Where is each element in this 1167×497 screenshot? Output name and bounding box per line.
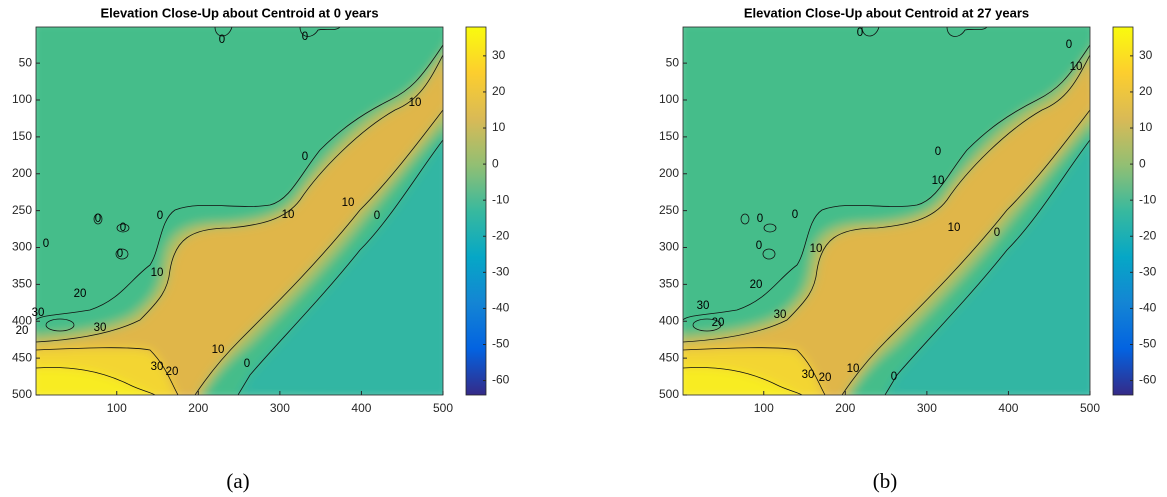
contour-label: 10 [948, 222, 961, 234]
contour-label: 0 [43, 238, 49, 250]
x-tick-label: 500 [1080, 401, 1100, 415]
contour-label: 10 [409, 97, 422, 109]
contour-label: 10 [151, 267, 164, 279]
y-tick-label: 450 [12, 350, 32, 364]
chart-title: Elevation Close-Up about Centroid at 27 … [744, 5, 1029, 20]
x-tick-label: 400 [351, 401, 371, 415]
x-tick-label: 100 [754, 401, 774, 415]
panel-b-field [677, 20, 1097, 400]
contour-label: 0 [1066, 39, 1072, 51]
colorbar-tick-label: -60 [1139, 373, 1157, 387]
contour-label: 0 [891, 371, 897, 383]
y-tick-label: 350 [12, 277, 32, 291]
contour-label: 10 [1070, 61, 1083, 73]
colorbar [466, 27, 486, 395]
contour-label: 20 [750, 279, 763, 291]
y-tick-label: 350 [659, 277, 679, 291]
colorbar-tick-label: -10 [1139, 192, 1157, 206]
colorbar-tick-label: -40 [1139, 301, 1157, 315]
contour-label: 0 [374, 210, 380, 222]
y-tick-label: 250 [12, 203, 32, 217]
caption: (b) [873, 469, 898, 493]
y-tick-label: 150 [659, 129, 679, 143]
y-tick-label: 200 [659, 166, 679, 180]
y-tick-label: 300 [659, 240, 679, 254]
y-tick-label: 150 [12, 129, 32, 143]
contour-label: 30 [32, 307, 45, 319]
colorbar-tick-label: 30 [1139, 48, 1153, 62]
colorbar-tick-label: 10 [492, 120, 506, 134]
colorbar-tick-label: -30 [1139, 265, 1157, 279]
y-tick-label: 450 [659, 350, 679, 364]
contour-label: 0 [302, 151, 308, 163]
chart-title: Elevation Close-Up about Centroid at 0 y… [100, 5, 378, 20]
contour-label: 0 [244, 358, 250, 370]
contour-label: 0 [756, 240, 762, 252]
contour-label: 0 [302, 31, 308, 43]
contour-label: 30 [94, 322, 107, 334]
figure: Elevation Close-Up about Centroid at 0 y… [0, 0, 1167, 497]
contour-label: 10 [212, 344, 225, 356]
x-tick-label: 100 [107, 401, 127, 415]
x-tick-label: 400 [998, 401, 1018, 415]
colorbar-tick-label: 10 [1139, 120, 1153, 134]
colorbar-tick-label: 0 [1139, 156, 1146, 170]
contour-label: 20 [819, 372, 832, 384]
contour-label: 10 [847, 363, 860, 375]
contour-label: 0 [792, 209, 798, 221]
contour-label: 0 [117, 248, 123, 260]
panel-a-field [30, 20, 450, 400]
y-tick-label: 100 [659, 92, 679, 106]
colorbar-tick-label: 20 [1139, 84, 1153, 98]
colorbar-tick-label: -20 [492, 228, 510, 242]
contour-label: 0 [95, 213, 101, 225]
y-tick-label: 500 [12, 387, 32, 401]
colorbar-tick-label: 30 [492, 48, 506, 62]
contour-label: 0 [757, 213, 763, 225]
colorbar-tick-label: 0 [492, 156, 499, 170]
contour-label: 10 [810, 243, 823, 255]
x-tick-label: 300 [917, 401, 937, 415]
y-tick-label: 50 [19, 55, 33, 69]
contour-label: 0 [994, 227, 1000, 239]
contour-label: 30 [802, 369, 815, 381]
colorbar-tick-label: -60 [492, 373, 510, 387]
contour-label: 0 [935, 146, 941, 158]
contour-label: 10 [932, 175, 945, 187]
x-tick-label: 500 [433, 401, 453, 415]
y-tick-label: 50 [666, 55, 680, 69]
contour-label: 30 [774, 309, 787, 321]
colorbar [1113, 27, 1133, 395]
x-tick-label: 200 [835, 401, 855, 415]
y-tick-label: 500 [659, 387, 679, 401]
contour-label: 0 [120, 222, 126, 234]
contour-label: 10 [342, 197, 355, 209]
colorbar-tick-label: -40 [492, 301, 510, 315]
colorbar-tick-label: -50 [492, 337, 510, 351]
colorbar-tick-label: -20 [1139, 228, 1157, 242]
y-tick-label: 400 [659, 313, 679, 327]
colorbar-tick-label: -10 [492, 192, 510, 206]
contour-label: 0 [157, 210, 163, 222]
contour-label: 10 [282, 209, 295, 221]
y-tick-label: 200 [12, 166, 32, 180]
x-tick-label: 300 [270, 401, 290, 415]
contour-label: 20 [16, 325, 29, 337]
colorbar-tick-label: 20 [492, 84, 506, 98]
contour-label: 30 [697, 300, 710, 312]
contour-label: 20 [74, 288, 87, 300]
contour-label: 20 [712, 317, 725, 329]
contour-label: 20 [166, 366, 179, 378]
colorbar-tick-label: -50 [1139, 337, 1157, 351]
contour-label: 30 [151, 361, 164, 373]
y-tick-label: 250 [659, 203, 679, 217]
contour-label: 0 [857, 27, 863, 39]
y-tick-label: 100 [12, 92, 32, 106]
contour-label: 0 [219, 34, 225, 46]
x-tick-label: 200 [188, 401, 208, 415]
colorbar-tick-label: -30 [492, 265, 510, 279]
caption: (a) [226, 469, 249, 493]
y-tick-label: 300 [12, 240, 32, 254]
